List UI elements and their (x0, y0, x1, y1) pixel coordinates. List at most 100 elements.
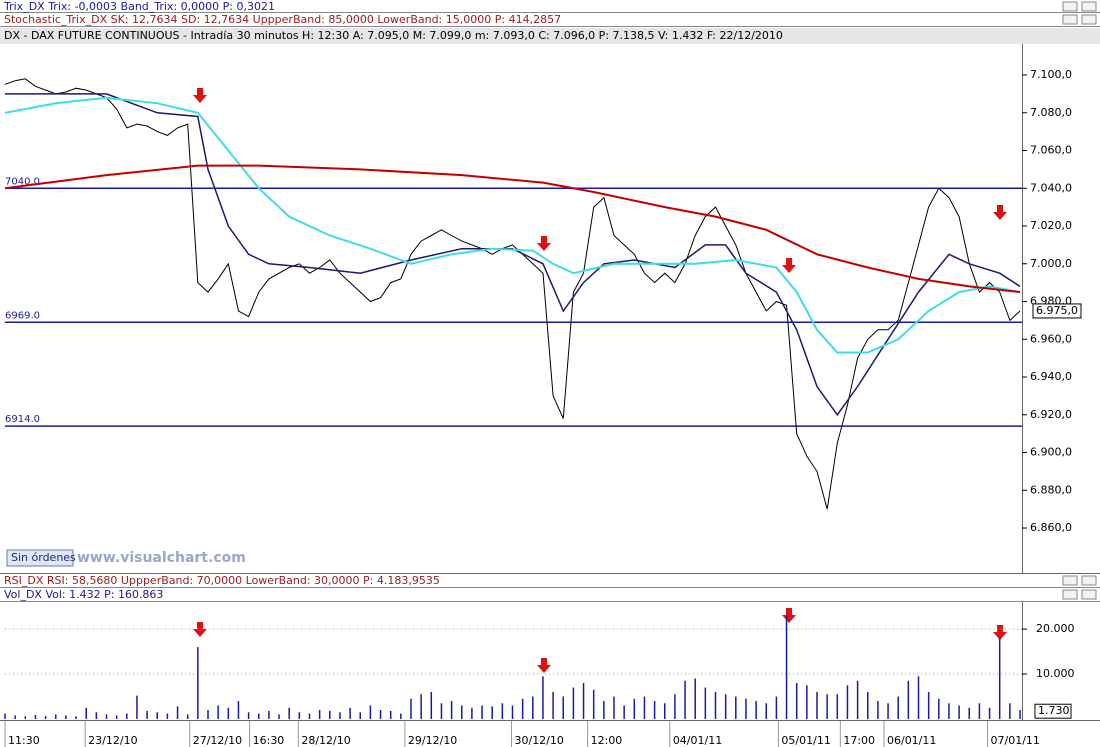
series-line (4, 164, 1021, 294)
min-button[interactable] (1062, 589, 1078, 600)
volume-bar (55, 714, 57, 719)
volume-bar (298, 712, 301, 719)
volume-bar (65, 715, 67, 719)
volume-bar (430, 692, 433, 719)
arrow (782, 258, 796, 273)
min-button[interactable] (1062, 14, 1078, 25)
volume-bar (988, 707, 991, 719)
volume-bar (572, 687, 575, 719)
volume-bar (877, 701, 879, 719)
instrument-bar (0, 28, 1100, 44)
y-tick-label: 6.880,0 (1030, 483, 1072, 496)
arrow (193, 622, 207, 637)
volume-bar (521, 698, 524, 719)
x-tick-label: 27/12/10 (193, 734, 242, 747)
volume-bar (227, 707, 230, 719)
volume-bar (136, 695, 138, 719)
volume-bar (278, 714, 280, 719)
volume-bar (1009, 703, 1011, 719)
close-button[interactable] (1081, 589, 1097, 600)
volume-bar (927, 692, 930, 719)
orders-button[interactable] (6, 549, 74, 567)
volume-bar (186, 714, 189, 719)
x-tick-label: 28/12/10 (301, 734, 350, 747)
volume-bar (258, 713, 260, 719)
volume-bar (623, 705, 625, 719)
volume-bar (714, 692, 717, 719)
y-tick-label: 6.900,0 (1030, 446, 1072, 459)
level-label: 7040.0 (5, 176, 40, 187)
y-tick-label: 6.940,0 (1030, 370, 1072, 383)
volume-bar (85, 707, 87, 719)
volume-bar (105, 714, 108, 719)
volume-bar (1019, 710, 1021, 719)
close-button[interactable] (1081, 14, 1097, 25)
min-button[interactable] (1062, 1, 1078, 12)
volume-bar (400, 713, 402, 719)
volume-bar (318, 710, 321, 719)
volume-bar (897, 696, 899, 719)
y-tick-label: 7.020,0 (1030, 219, 1072, 232)
arrow (782, 608, 796, 623)
indicator-header: Trix_DX Trix: -0,0003 Band_Trix: 0,0000 … (3, 0, 275, 13)
volume-bar (532, 696, 534, 719)
y-tick-label: 6.860,0 (1030, 521, 1072, 534)
volume-bar (349, 707, 351, 719)
y-tick-label: 7.100,0 (1030, 68, 1072, 81)
volume-bar (450, 701, 453, 719)
volume-bar (998, 638, 1001, 719)
y-tick-label: 7.040,0 (1030, 181, 1072, 194)
volume-bar (755, 701, 757, 719)
volume-bar (24, 716, 27, 719)
volume-bar (115, 715, 118, 719)
volume-bar (207, 710, 209, 719)
close-button[interactable] (1081, 1, 1097, 12)
close-button[interactable] (1081, 575, 1097, 586)
x-tick-label: 29/12/10 (408, 734, 457, 747)
volume-bar (420, 694, 422, 719)
volume-bar (237, 701, 240, 719)
y-tick-label: 7.060,0 (1030, 144, 1072, 157)
volume-bar (633, 698, 636, 719)
volume-bar (176, 706, 179, 719)
volume-bar (501, 703, 504, 719)
volume-bar (806, 685, 808, 719)
volume-bar (268, 710, 270, 719)
signal-arrows (193, 88, 1007, 673)
volume-bar (674, 694, 676, 719)
indicator-header: Vol_DX Vol: 1.432 P: 160.863 (4, 588, 163, 601)
min-button[interactable] (1062, 575, 1078, 586)
x-tick-label: 05/01/11 (781, 734, 830, 747)
volume-bar (664, 703, 666, 719)
volume-bar (491, 706, 493, 719)
indicator-header: Stochastic_Trix_DX SK: 12,7634 SD: 12,76… (4, 13, 561, 26)
volume-bar (836, 694, 839, 719)
last-value-box (1034, 703, 1072, 719)
arrow (193, 88, 207, 103)
volume-bar (166, 713, 169, 719)
volume-bar (339, 712, 341, 719)
volume-bar (44, 715, 47, 719)
volume-bar (846, 685, 849, 719)
x-tick-label: 12:00 (591, 734, 623, 747)
volume-bar (948, 703, 950, 719)
volume-bar (724, 694, 727, 719)
volume-bar (907, 680, 910, 719)
volume-bar (562, 696, 564, 719)
arrow (993, 205, 1007, 220)
volume-bar (288, 707, 290, 719)
volume-bar (217, 705, 219, 719)
x-tick-label: 06/01/11 (887, 734, 936, 747)
y-tick-label: 7.080,0 (1030, 106, 1072, 119)
volume-bar (95, 712, 98, 719)
volume-bar (867, 692, 869, 719)
x-tick-label: 07/01/11 (991, 734, 1040, 747)
volume-bar (704, 687, 707, 719)
volume-bar (410, 698, 412, 719)
volume-bar (643, 696, 646, 719)
volume-bar (14, 715, 16, 719)
volume-bar (775, 696, 778, 719)
volume-bar (440, 703, 443, 719)
y-tick-label: 6.920,0 (1030, 408, 1072, 421)
